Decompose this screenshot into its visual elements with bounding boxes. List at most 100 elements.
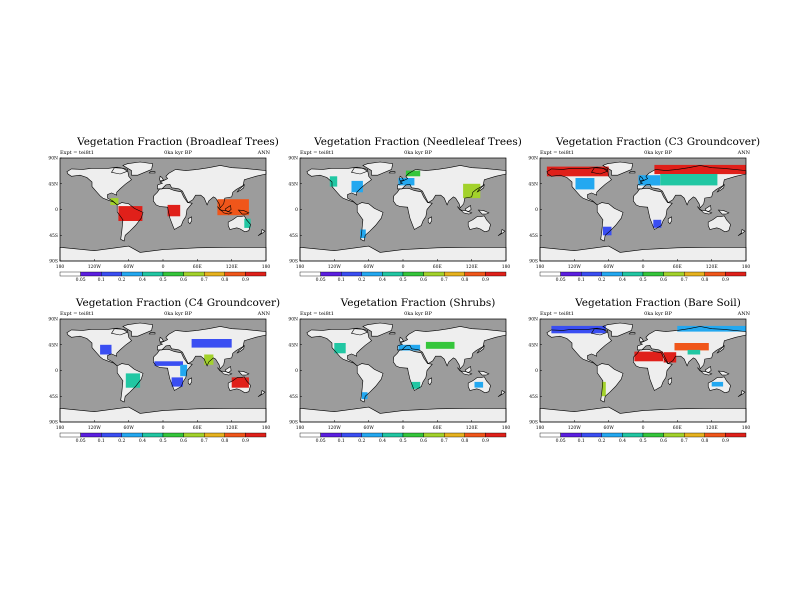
coastline-new-zealand — [497, 229, 506, 237]
y-tick-label: 90N — [288, 156, 298, 162]
y-tick-label: 90N — [48, 156, 58, 162]
x-tick-label: 0 — [162, 264, 165, 270]
colorbar-swatch — [224, 271, 246, 277]
y-tick-label: 45S — [49, 233, 58, 239]
colorbar-label: 0.05 — [76, 438, 86, 444]
period-label: 0ka kyr BP — [164, 311, 192, 317]
coastline-indonesia — [457, 367, 473, 376]
colorbar-swatch — [299, 271, 321, 277]
region-southern-south-america — [602, 226, 612, 236]
coastline-japan — [476, 345, 485, 354]
y-tick-label: 45N — [528, 342, 538, 348]
x-tick-label: 60W — [364, 425, 375, 431]
x-tick-label: 60W — [124, 425, 135, 431]
coastline-new-zealand — [737, 229, 746, 237]
land-indonesia — [457, 206, 472, 215]
colorbar-swatch — [320, 432, 342, 438]
x-tick-label: 0 — [642, 264, 645, 270]
x-tick-label: 60W — [364, 264, 375, 270]
colorbar-swatch — [80, 432, 102, 438]
land-new-guinea — [238, 371, 249, 376]
coastline-new-guinea — [717, 209, 730, 215]
x-tick-label: 120W — [328, 425, 342, 431]
colorbar-label: 0.7 — [681, 438, 688, 444]
coastline-baffin — [351, 328, 369, 336]
y-tick-label: 90S — [289, 259, 298, 265]
colorbar-swatch — [382, 432, 404, 438]
coastline-south-america — [116, 202, 144, 242]
region-southeast-asia — [217, 199, 249, 216]
coastline-britain — [159, 336, 165, 343]
coastline-borneo — [465, 365, 472, 374]
coastline-north-america — [66, 327, 132, 367]
x-tick-label: 180 — [742, 264, 751, 270]
x-tick-label: 180 — [296, 425, 305, 431]
colorbar-label: 0.1 — [338, 277, 345, 283]
coastline-new-zealand — [257, 229, 266, 237]
colorbar-swatch — [423, 432, 445, 438]
x-tick-label: 180 — [742, 425, 751, 431]
land-north-america — [546, 328, 612, 366]
colorbar-swatch — [581, 432, 603, 438]
coastline-madagascar — [187, 216, 192, 225]
y-tick-label: 45S — [529, 394, 538, 400]
coastline-north-america — [546, 327, 612, 367]
land-new-zealand — [498, 390, 505, 397]
x-tick-label: 0 — [162, 425, 165, 431]
colorbar-swatch — [663, 271, 685, 277]
coastline-iceland — [388, 332, 396, 335]
colorbar-swatch — [162, 271, 184, 277]
colorbar-label: 0.05 — [316, 277, 326, 283]
x-tick-label: 0 — [402, 264, 405, 270]
colorbar-label: 0.5 — [639, 438, 646, 444]
x-tick-label: 120W — [88, 264, 102, 270]
y-tick-label: 90N — [528, 156, 538, 162]
expt-label: Expt = tei8t1 — [540, 311, 574, 317]
expt-label: Expt = tei8t1 — [300, 311, 334, 317]
colorbar-swatch — [443, 432, 465, 438]
land-africa — [393, 349, 433, 391]
coastline-greenland — [602, 322, 634, 337]
land-iceland — [149, 332, 155, 334]
region-northern-australia — [231, 377, 249, 388]
colorbar-swatch — [704, 271, 726, 277]
colorbar-swatch — [361, 271, 383, 277]
y-tick-label: 90S — [49, 420, 58, 426]
coastline-madagascar — [187, 377, 192, 386]
land-britain — [159, 176, 164, 181]
coastline-borneo — [465, 204, 472, 213]
x-tick-label: 180 — [262, 264, 271, 270]
coastline-madagascar — [667, 216, 672, 225]
land-britain — [159, 337, 164, 342]
coastline-baffin — [351, 167, 369, 175]
colorbar-label: 0.8 — [461, 277, 468, 283]
period-label: 0ka kyr BP — [404, 311, 432, 317]
colorbar-label: 0.9 — [482, 438, 489, 444]
colorbar-swatch — [560, 271, 582, 277]
region-eastern-australia — [244, 218, 251, 228]
land-new-guinea — [478, 210, 489, 215]
region-atacama-patagonia — [601, 381, 606, 397]
expt-label: Expt = tei8t1 — [60, 150, 94, 156]
coastline-iceland — [628, 332, 636, 335]
coastline-baffin — [591, 167, 609, 175]
land-antarctica — [540, 407, 746, 422]
colorbar-label: 0.4 — [379, 277, 386, 283]
coastline-north-america — [546, 166, 612, 206]
coastline-borneo — [705, 365, 712, 374]
land-antarctica — [300, 407, 506, 422]
x-tick-label: 180 — [502, 425, 511, 431]
land-north-america — [66, 328, 132, 366]
region-central-asian-deserts — [674, 343, 709, 351]
land-new-zealand — [498, 229, 505, 236]
x-tick-label: 120E — [466, 264, 478, 270]
land-new-guinea — [718, 210, 729, 215]
colorbar-swatch — [59, 271, 81, 277]
colorbar-label: 0.7 — [201, 438, 208, 444]
colorbar-label: 0.6 — [420, 438, 427, 444]
y-tick-label: 45S — [289, 233, 298, 239]
coastline-africa — [632, 187, 673, 230]
y-tick-label: 45S — [529, 233, 538, 239]
